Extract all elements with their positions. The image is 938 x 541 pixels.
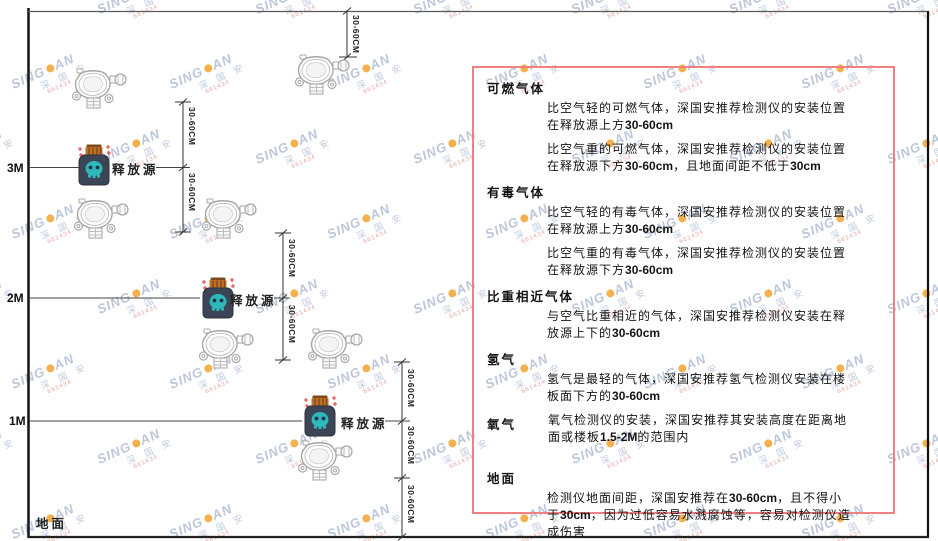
guidelines-panel: 可燃气体 比空气轻的可燃气体，深国安推荐检测仪的安装位置在释放源上方30-60cm… [472, 66, 895, 539]
release-source-label: 释放源 [112, 163, 159, 177]
guideline-section: 氧气 氧气检测仪的安装，深国安推荐其安装高度在距离地面或楼板1.5-2M的范围内 [486, 412, 883, 453]
guidelines-content: 可燃气体 比空气轻的可燃气体，深国安推荐检测仪的安装位置在释放源上方30-60cm… [474, 68, 893, 541]
gas-detector-icon [198, 328, 254, 369]
axis-label-3m: 3M [7, 161, 24, 175]
gas-detector-icon [73, 198, 129, 239]
guideline-section: 比重相近气体与空气比重相近的气体，深国安推荐检测仪安装在释放源上下的30-60c… [486, 286, 883, 342]
section-heading: 有毒气体 [487, 186, 546, 200]
dimension-line-3m [175, 98, 191, 236]
dimension-line-2m [275, 229, 291, 364]
axis-label-1m: 1M [9, 414, 26, 428]
dimension-line-ceiling [339, 7, 357, 61]
release-source-label: 释放源 [341, 417, 388, 431]
release-source-label: 释放源 [230, 294, 277, 308]
gas-detector-icon [307, 328, 363, 369]
gas-detector-icon [297, 440, 353, 481]
section-paragraph: 比空气轻的有毒气体，深国安推荐检测仪的安装位置在释放源上方30-60cm [547, 205, 847, 236]
section-paragraph: 比空气重的有毒气体，深国安推荐检测仪的安装位置在释放源下方30-60cm [547, 246, 847, 277]
axis-label-2m: 2M [7, 291, 24, 305]
dimension-label: 30-60CM [287, 239, 297, 278]
guideline-section: 地面检测仪地面间距，深国安推荐在30-60cm，且不得小于30cm，因为过低容易… [486, 468, 883, 541]
dimension-label: 30-60CM [187, 173, 197, 212]
release-source-icon [77, 143, 112, 186]
gas-detector-icon [201, 198, 257, 239]
dimension-label: 30-60CM [406, 426, 416, 465]
section-heading: 比重相近气体 [487, 290, 575, 304]
section-heading: 氧气 [487, 418, 517, 432]
release-source-icon [303, 394, 338, 437]
section-paragraph: 氧气检测仪的安装，深国安推荐其安装高度在距离地面或楼板1.5-2M的范围内 [548, 413, 848, 444]
section-heading: 可燃气体 [487, 82, 546, 96]
section-paragraph: 比空气重的可燃气体，深国安推荐检测仪的安装位置在释放源下方30-60cm，且地面… [547, 142, 847, 173]
guideline-section: 可燃气体 比空气轻的可燃气体，深国安推荐检测仪的安装位置在释放源上方30-60cm… [486, 78, 883, 175]
gas-detector-icon [294, 54, 350, 95]
dimension-line-1m [394, 358, 410, 541]
section-paragraph: 与空气比重相近的气体，深国安推荐检测仪安装在释放源上下的30-60cm [547, 309, 847, 340]
section-paragraph: 氢气是最轻的气体，深国安推荐氢气检测仪安装在楼板面下方的30-60cm [547, 372, 847, 403]
dimension-label: 30-60CM [287, 305, 297, 344]
guideline-section: 有毒气体 比空气轻的有毒气体，深国安推荐检测仪的安装位置在释放源上方30-60cm… [486, 182, 883, 279]
ground-label: 地面 [36, 517, 68, 531]
section-heading: 地面 [487, 472, 517, 486]
section-paragraph: 检测仪地面间距，深国安推荐在30-60cm，且不得小于30cm，因为过低容易水溅… [547, 491, 851, 539]
guideline-section: 氢气氢气是最轻的气体，深国安推荐氢气检测仪安装在楼板面下方的30-60cm [486, 349, 883, 405]
section-heading: 氢气 [487, 353, 517, 367]
dimension-label: 30-60CM [406, 485, 416, 524]
dimension-label: 30-60CM [187, 107, 197, 146]
section-paragraph: 比空气轻的可燃气体，深国安推荐检测仪的安装位置在释放源上方30-60cm [547, 101, 847, 132]
dimension-label: 30-60CM [406, 369, 416, 408]
gas-detector-icon [71, 68, 127, 109]
dimension-label: 30-60CM [351, 15, 361, 54]
